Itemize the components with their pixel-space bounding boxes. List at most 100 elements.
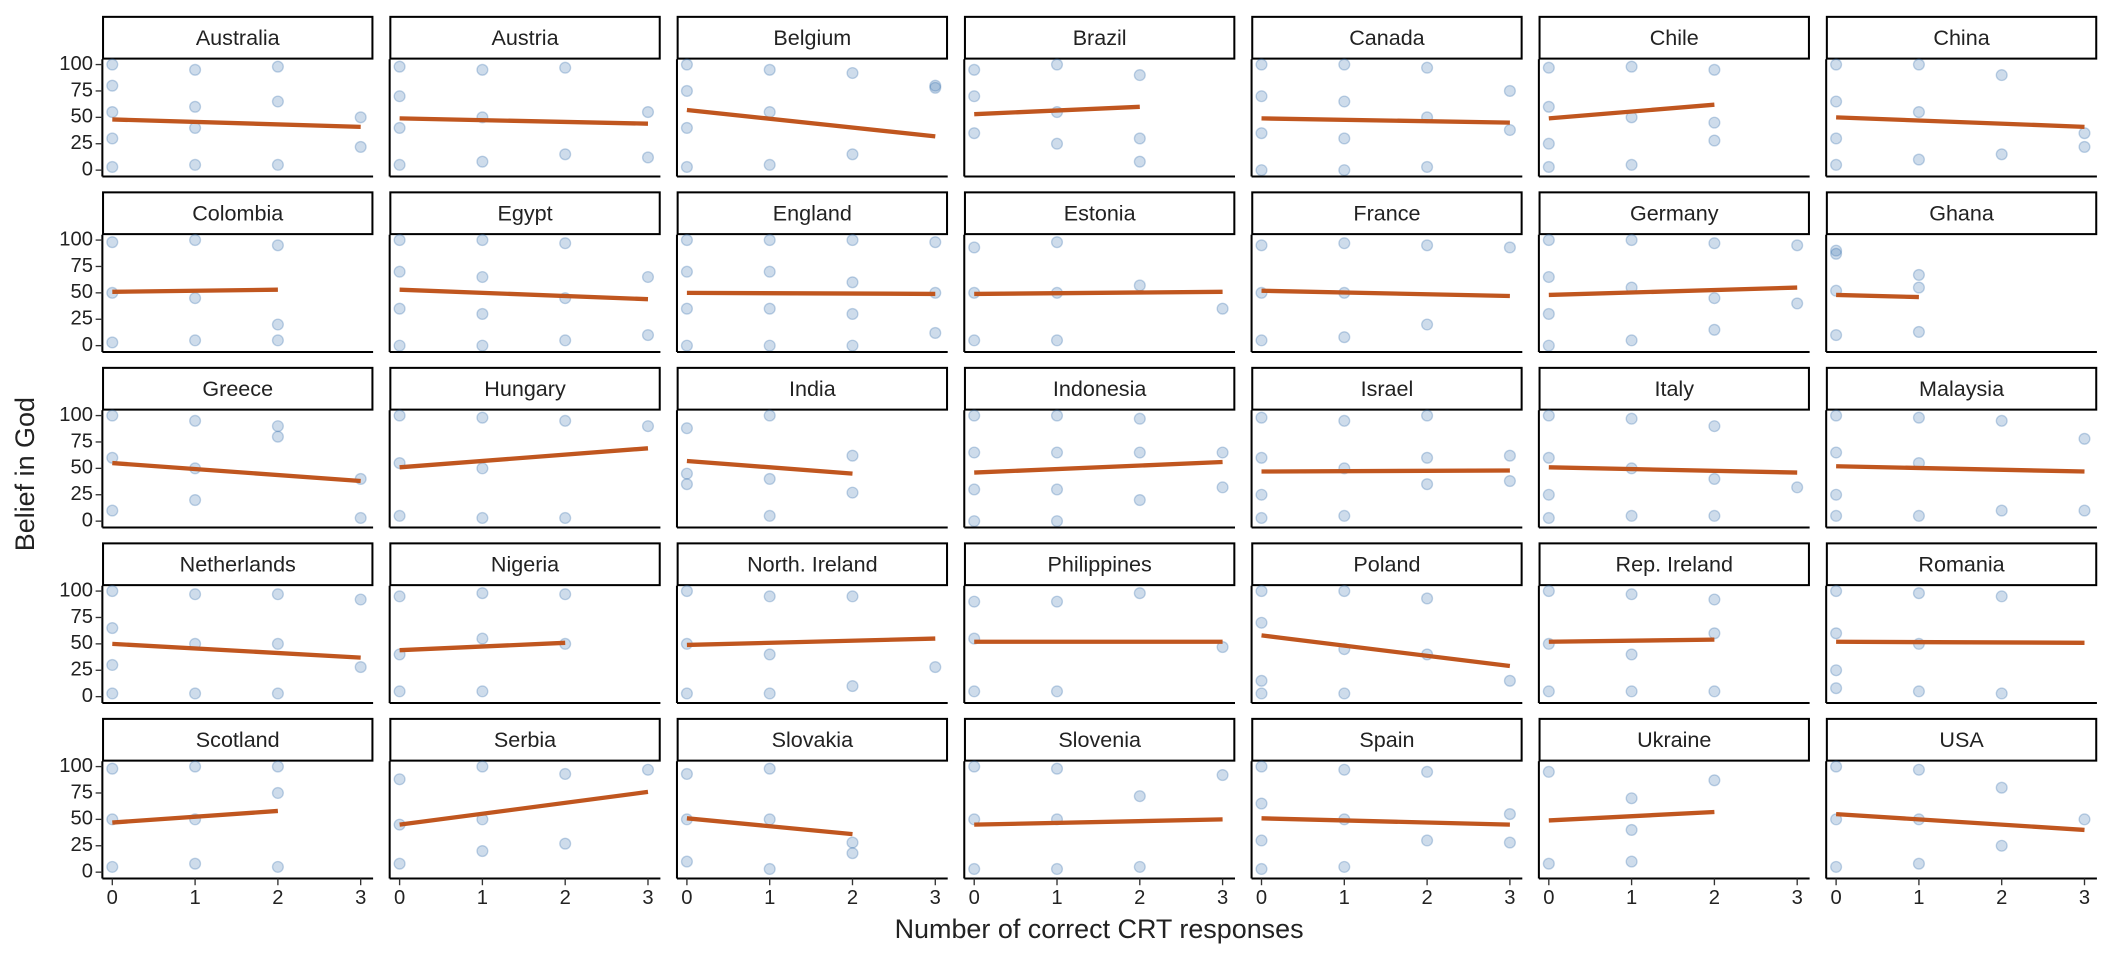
point xyxy=(763,590,776,603)
point xyxy=(680,422,693,435)
point xyxy=(968,813,981,826)
point xyxy=(1708,134,1721,147)
fit-line xyxy=(686,458,853,476)
point xyxy=(929,326,942,340)
x-axis-label: Number of correct CRT responses xyxy=(895,914,1304,944)
y-tick-label: 25 xyxy=(70,132,92,154)
fit-line xyxy=(112,460,361,484)
point xyxy=(271,687,284,700)
point xyxy=(1255,797,1268,810)
panel-title: Chile xyxy=(1650,25,1699,50)
point xyxy=(2078,127,2091,140)
panel-title: Netherlands xyxy=(180,551,296,576)
panel-title: Colombia xyxy=(192,200,283,225)
strip xyxy=(389,717,661,762)
point xyxy=(968,241,981,254)
point xyxy=(271,430,284,443)
strip xyxy=(1538,366,1810,411)
point xyxy=(1542,234,1555,247)
x-tick-label: 3 xyxy=(1504,887,1515,909)
x-tick-label: 0 xyxy=(1543,887,1554,909)
point xyxy=(106,132,119,145)
point xyxy=(271,588,284,601)
y-tick-label: 50 xyxy=(70,457,92,479)
point xyxy=(1542,160,1555,174)
x-tick-label: 3 xyxy=(1792,887,1803,909)
point xyxy=(1255,687,1268,700)
point xyxy=(476,270,489,284)
panel-title: Romania xyxy=(1918,551,2004,576)
point xyxy=(1255,834,1268,847)
strip xyxy=(676,542,949,587)
strip xyxy=(963,542,1236,587)
point xyxy=(271,760,284,773)
point xyxy=(1708,472,1721,485)
point xyxy=(1421,765,1434,778)
point xyxy=(846,339,859,352)
point xyxy=(1542,61,1555,74)
point xyxy=(763,762,776,775)
point xyxy=(1338,95,1351,108)
point xyxy=(1625,823,1638,836)
point xyxy=(189,158,202,171)
y-tick-label: 25 xyxy=(70,483,92,505)
y-axis-label: Belief in God xyxy=(10,397,40,551)
point xyxy=(763,63,776,76)
point xyxy=(2078,813,2091,826)
point xyxy=(846,836,859,849)
point xyxy=(1421,239,1434,252)
point xyxy=(1503,123,1516,137)
point xyxy=(271,786,284,800)
panel-title: Hungary xyxy=(484,376,566,401)
point xyxy=(1216,768,1229,782)
point xyxy=(1338,132,1351,145)
panel-title: Greece xyxy=(202,376,273,401)
fit-line xyxy=(1261,816,1510,827)
x-tick-label: 0 xyxy=(394,887,405,909)
fit-line xyxy=(112,287,278,294)
point xyxy=(1255,862,1268,876)
point xyxy=(763,862,776,876)
point xyxy=(559,414,572,427)
point xyxy=(846,234,859,247)
point xyxy=(476,155,489,168)
point xyxy=(1050,137,1064,150)
point xyxy=(1912,325,1925,338)
point xyxy=(1830,132,1843,145)
point xyxy=(968,862,981,876)
point xyxy=(271,637,284,650)
point xyxy=(1133,860,1146,873)
fit-line xyxy=(686,107,936,139)
panel-title: China xyxy=(1933,25,1989,50)
strip xyxy=(389,542,661,587)
point xyxy=(476,587,489,600)
point xyxy=(968,483,981,496)
point xyxy=(1708,593,1721,606)
point xyxy=(929,236,942,249)
point xyxy=(1338,414,1351,427)
point xyxy=(1542,100,1555,113)
point xyxy=(1995,839,2008,852)
x-tick-label: 2 xyxy=(1421,887,1432,909)
point xyxy=(1995,590,2008,603)
point xyxy=(680,767,693,781)
point xyxy=(1912,685,1925,698)
point xyxy=(846,66,859,80)
fit-line xyxy=(1548,102,1715,121)
point xyxy=(393,60,406,73)
strip xyxy=(102,717,374,762)
point xyxy=(1050,595,1064,608)
point xyxy=(1255,58,1268,71)
point xyxy=(393,158,406,171)
point xyxy=(680,855,693,868)
point xyxy=(1912,153,1925,166)
point xyxy=(271,158,284,171)
panel-title: Philippines xyxy=(1048,551,1152,576)
y-tick-label: 25 xyxy=(70,659,92,681)
fit-line xyxy=(1548,637,1715,644)
y-tick-label: 100 xyxy=(59,755,93,777)
strip xyxy=(102,366,374,411)
point xyxy=(1338,860,1351,873)
fit-line xyxy=(1261,633,1511,669)
point xyxy=(393,685,406,698)
